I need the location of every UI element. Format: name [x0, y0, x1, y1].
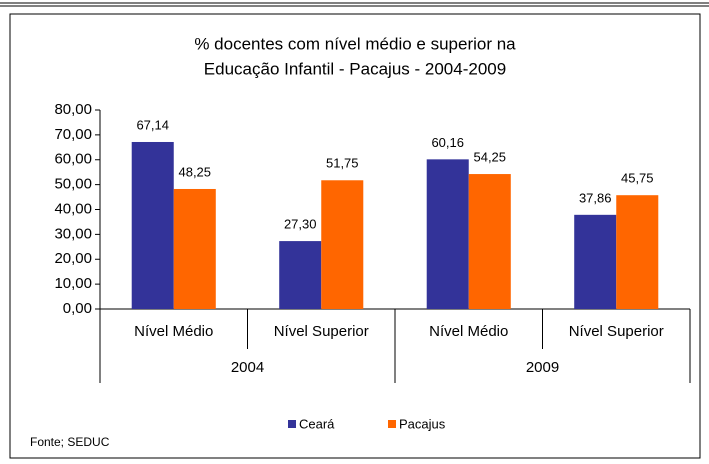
group-label: 2009 [526, 359, 559, 376]
bar [279, 241, 322, 309]
bar [616, 195, 659, 309]
y-tick-label: 50,00 [54, 176, 92, 193]
y-tick-label: 70,00 [54, 126, 92, 143]
legend-label: Pacajus [399, 416, 446, 431]
bar [131, 141, 174, 309]
value-label: 37,86 [579, 190, 612, 205]
value-label: 54,25 [473, 149, 506, 164]
y-tick-label: 60,00 [54, 151, 92, 168]
x-tick-label: Nível Médio [134, 323, 213, 340]
bar [173, 188, 216, 309]
legend-swatch [388, 420, 396, 428]
chart-title: % docentes com nível médio e superior na [194, 34, 516, 53]
value-label: 27,30 [284, 217, 317, 232]
source: Fonte; SEDUC [30, 435, 110, 449]
x-tick-label: Nível Superior [274, 323, 369, 340]
x-tick-label: Nível Médio [429, 323, 508, 340]
value-label: 60,16 [431, 135, 464, 150]
chart-title: Educação Infantil - Pacajus - 2004-2009 [204, 59, 506, 78]
value-label: 67,14 [136, 117, 169, 132]
y-tick-label: 20,00 [54, 250, 92, 267]
legend-swatch [288, 420, 296, 428]
y-tick-label: 10,00 [54, 275, 92, 292]
y-tick-label: 0,00 [63, 300, 92, 317]
y-tick-label: 40,00 [54, 200, 92, 217]
bar [321, 180, 364, 309]
chart-frame [9, 13, 701, 459]
bar [426, 159, 469, 309]
y-tick-label: 80,00 [54, 101, 92, 118]
value-label: 48,25 [178, 164, 211, 179]
bar [468, 174, 511, 309]
bar [574, 214, 617, 309]
value-label: 51,75 [326, 156, 359, 171]
legend-label: Ceará [299, 416, 335, 431]
value-label: 45,75 [621, 171, 654, 186]
y-tick-label: 30,00 [54, 225, 92, 242]
group-label: 2004 [231, 359, 264, 376]
x-tick-label: Nível Superior [569, 323, 664, 340]
